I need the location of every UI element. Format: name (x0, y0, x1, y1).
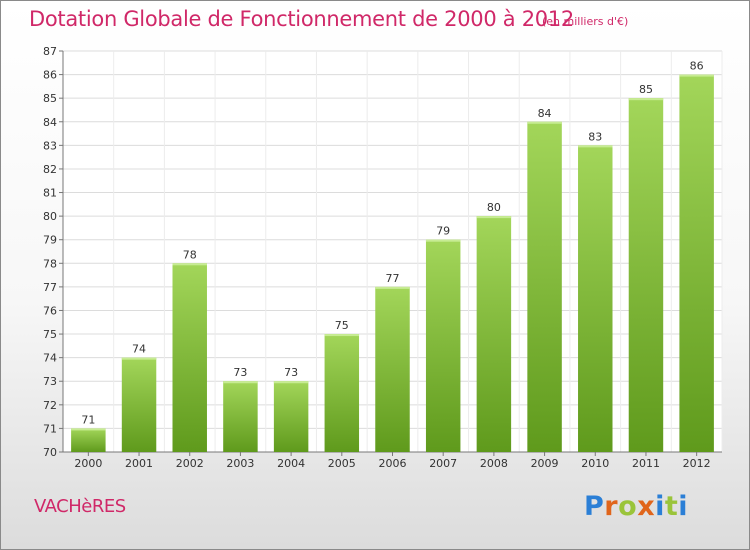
logo-letter: o (618, 491, 638, 522)
bar-2007 (425, 239, 461, 452)
logo-letter: r (604, 491, 619, 522)
logo-letter: x (637, 491, 656, 522)
y-tick-label: 75 (43, 328, 57, 341)
chart-subtitle: (en milliers d'€) (542, 15, 629, 28)
bar-2006 (375, 286, 410, 452)
logo-letter: P (584, 491, 605, 522)
bar-2003 (223, 381, 258, 452)
data-label: 80 (487, 201, 501, 214)
bar-highlight (273, 381, 309, 384)
bar-highlight (578, 145, 613, 148)
y-tick-label: 77 (43, 281, 57, 294)
bar-highlight (425, 239, 461, 242)
bar-highlight (71, 428, 106, 431)
bar-2012 (679, 74, 714, 453)
y-tick-label: 80 (43, 210, 57, 223)
bar-2011 (628, 98, 664, 453)
bar-2009 (527, 121, 562, 452)
bar-2001 (121, 357, 157, 452)
data-label: 77 (386, 272, 400, 285)
x-tick-label: 2010 (581, 457, 609, 470)
y-tick-label: 82 (43, 163, 57, 176)
logo-letter: i (655, 491, 665, 522)
chart-title: Dotation Globale de Fonctionnement de 20… (29, 7, 574, 31)
data-label: 71 (81, 413, 95, 426)
y-tick-label: 81 (43, 187, 57, 200)
data-label: 86 (690, 60, 704, 73)
bar-2002 (172, 263, 207, 452)
y-tick-label: 86 (43, 69, 57, 82)
bar-highlight (476, 216, 512, 219)
data-label: 83 (588, 130, 602, 143)
bar-highlight (223, 381, 258, 384)
data-label: 74 (132, 343, 146, 356)
y-tick-label: 83 (43, 139, 57, 152)
data-label: 78 (183, 248, 197, 261)
logo-letter: i (678, 491, 689, 522)
bar-highlight (324, 334, 360, 337)
y-tick-label: 73 (43, 375, 57, 388)
bar-highlight (628, 98, 664, 101)
data-label: 73 (284, 366, 298, 379)
y-tick-label: 71 (43, 422, 57, 435)
x-tick-label: 2006 (379, 457, 407, 470)
bar-2000 (71, 428, 106, 452)
data-label: 75 (335, 319, 349, 332)
x-tick-label: 2002 (176, 457, 204, 470)
x-tick-label: 2001 (125, 457, 153, 470)
y-tick-label: 70 (43, 446, 57, 459)
x-tick-label: 2011 (632, 457, 660, 470)
data-label: 79 (436, 225, 450, 238)
x-tick-label: 2012 (683, 457, 711, 470)
x-tick-label: 2007 (429, 457, 457, 470)
x-tick-label: 2005 (328, 457, 356, 470)
y-tick-label: 76 (43, 304, 57, 317)
bar-highlight (172, 263, 207, 266)
data-label: 73 (233, 366, 247, 379)
bar-highlight (121, 357, 157, 360)
bar-2005 (324, 334, 360, 452)
x-tick-label: 2008 (480, 457, 508, 470)
bar-highlight (527, 121, 562, 124)
bar-highlight (375, 286, 410, 289)
bar-2008 (476, 216, 512, 452)
data-label: 85 (639, 83, 653, 96)
x-tick-label: 2004 (277, 457, 305, 470)
data-label: 84 (538, 107, 552, 120)
logo-letter: t (664, 491, 679, 522)
y-tick-label: 79 (43, 234, 57, 247)
bar-2004 (273, 381, 309, 452)
x-tick-label: 2009 (531, 457, 559, 470)
y-tick-label: 85 (43, 92, 57, 105)
bar-2010 (578, 145, 613, 452)
y-tick-label: 78 (43, 257, 57, 270)
x-tick-label: 2003 (226, 457, 254, 470)
proxiti-logo: Proxiti (584, 491, 688, 522)
y-tick-label: 72 (43, 399, 57, 412)
y-tick-label: 87 (43, 45, 57, 58)
y-tick-label: 84 (43, 116, 57, 129)
commune-name: VACHèRES (34, 496, 126, 517)
x-tick-label: 2000 (74, 457, 102, 470)
bar-highlight (679, 74, 714, 77)
y-tick-label: 74 (43, 352, 57, 365)
